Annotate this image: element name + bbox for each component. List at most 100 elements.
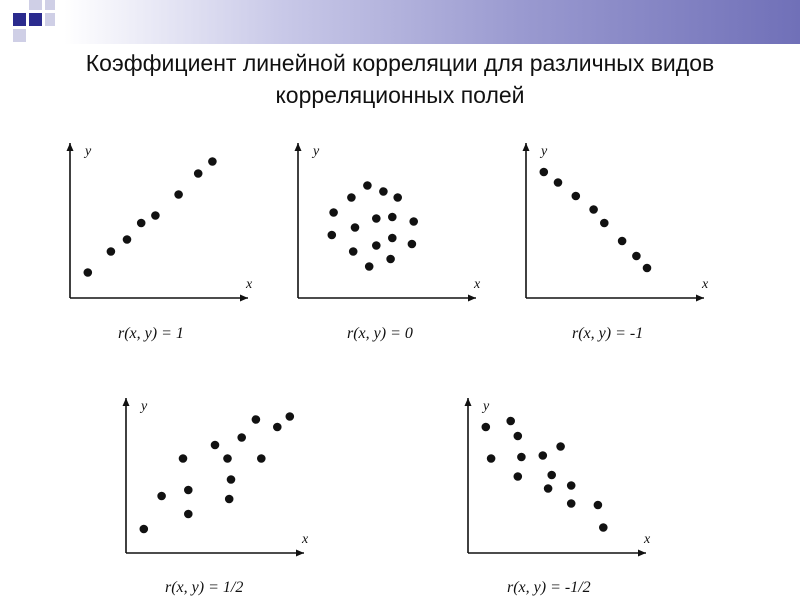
- scatter-point: [539, 167, 549, 177]
- scatter-point: [642, 263, 652, 273]
- decor-square: [13, 29, 26, 42]
- correlation-caption: r(x, y) = 0: [347, 325, 413, 342]
- scatter-point: [632, 251, 641, 261]
- scatter-point: [379, 187, 388, 196]
- scatter-point: [600, 218, 609, 228]
- scatter-point: [210, 440, 220, 450]
- scatter-point: [350, 223, 360, 232]
- scatter-point: [327, 230, 337, 240]
- scatter-point: [517, 452, 526, 462]
- y-axis-label: y: [311, 144, 320, 159]
- scatter-point: [208, 157, 217, 166]
- scatter-point: [393, 193, 402, 202]
- correlation-caption: r(x, y) = -1/2: [507, 579, 591, 596]
- scatter-point: [513, 431, 523, 441]
- scatter-point: [372, 241, 381, 250]
- x-axis-label: x: [245, 277, 253, 292]
- scatter-point: [184, 509, 193, 519]
- y-axis-label: y: [481, 399, 490, 414]
- x-axis-label: x: [473, 277, 481, 292]
- scatter-point: [566, 499, 576, 508]
- scatter-point: [237, 433, 246, 442]
- scatter-point: [538, 451, 548, 460]
- y-axis-label: y: [139, 399, 148, 414]
- scatter-point: [224, 494, 234, 504]
- scatter-point: [571, 191, 581, 201]
- scatter-point: [364, 262, 374, 271]
- decor-square: [45, 0, 55, 10]
- y-axis-arrow: [294, 143, 302, 151]
- scatter-point: [106, 247, 116, 256]
- scatter-plot: yx: [294, 143, 481, 302]
- y-axis-arrow: [464, 398, 472, 406]
- scatter-point: [193, 169, 203, 178]
- x-axis-arrow: [638, 549, 646, 557]
- scatter-point: [157, 491, 166, 501]
- x-axis-arrow: [696, 294, 704, 302]
- scatter-point: [407, 239, 417, 249]
- scatter-point: [363, 181, 372, 190]
- scatter-point: [257, 454, 266, 463]
- scatter-point: [409, 217, 418, 226]
- x-axis-label: x: [301, 532, 309, 547]
- y-axis-arrow: [66, 143, 74, 151]
- scatter-point: [566, 481, 576, 490]
- correlation-caption: r(x, y) = 1: [118, 325, 184, 342]
- scatter-point: [226, 475, 236, 484]
- scatter-point: [388, 233, 397, 243]
- scatter-point: [151, 211, 160, 220]
- scatter-point: [372, 214, 381, 223]
- scatter-point: [556, 442, 565, 451]
- x-axis-arrow: [296, 549, 304, 557]
- scatter-point: [273, 422, 282, 432]
- scatter-point: [285, 412, 295, 421]
- scatter-point: [178, 454, 188, 463]
- scatter-point: [486, 454, 496, 463]
- header-gradient-bar: [0, 0, 800, 44]
- scatter-point: [348, 247, 358, 256]
- scatter-plot: yx: [522, 143, 709, 302]
- scatter-point: [513, 472, 523, 481]
- x-axis-label: x: [643, 532, 651, 547]
- scatter-point: [388, 212, 397, 222]
- scatter-plot: yx: [66, 143, 253, 302]
- scatter-plot: yx: [122, 398, 309, 557]
- y-axis-arrow: [522, 143, 530, 151]
- scatter-point: [122, 235, 132, 244]
- x-axis-arrow: [240, 294, 248, 302]
- scatter-point: [589, 205, 598, 214]
- scatter-point: [184, 485, 193, 495]
- scatter-point: [83, 268, 93, 277]
- scatter-point: [506, 416, 515, 426]
- scatter-point: [481, 422, 491, 432]
- decor-square: [13, 13, 26, 26]
- scatter-point: [386, 254, 395, 264]
- scatter-point: [136, 218, 146, 228]
- page-title: Коэффициент линейной корреляции для разл…: [85, 50, 715, 108]
- decor-square: [45, 13, 55, 26]
- x-axis-arrow: [468, 294, 476, 302]
- y-axis-label: y: [83, 144, 92, 159]
- y-axis-arrow: [122, 398, 130, 406]
- scatter-point: [139, 524, 149, 534]
- scatter-point: [593, 500, 603, 510]
- scatter-point: [617, 236, 627, 246]
- scatter-point: [347, 193, 356, 202]
- scatter-point: [223, 454, 232, 463]
- scatter-point: [251, 415, 261, 424]
- y-axis-label: y: [539, 144, 548, 159]
- scatter-point: [553, 178, 563, 187]
- scatter-point: [174, 190, 183, 199]
- decor-square: [29, 13, 42, 26]
- correlation-caption: r(x, y) = -1: [572, 325, 644, 342]
- scatter-point: [543, 484, 553, 493]
- scatter-point: [329, 208, 338, 217]
- scatter-point: [547, 470, 556, 480]
- decor-square: [29, 0, 42, 10]
- scatter-point: [599, 523, 608, 532]
